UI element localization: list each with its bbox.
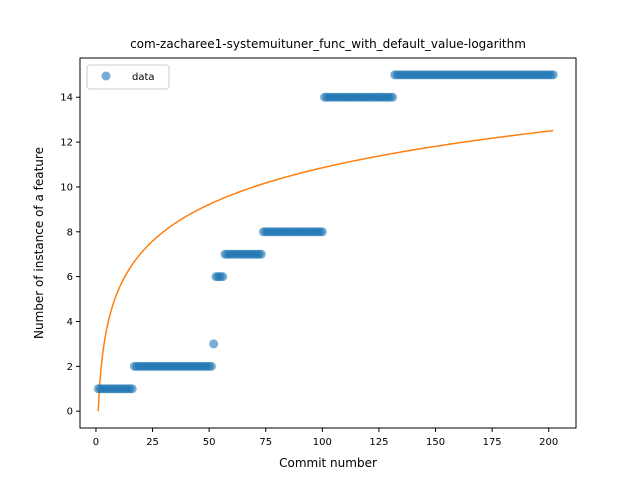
y-tick-label: 6 — [67, 272, 73, 283]
y-axis-title: Number of instance of a feature — [32, 147, 46, 339]
fit-line-layer — [97, 129, 554, 412]
data-point — [218, 272, 228, 282]
y-tick-label: 8 — [67, 227, 73, 238]
plot-frame — [79, 57, 577, 429]
x-tick-label: 100 — [313, 437, 332, 448]
x-axis: 0 25 50 75 100 125 150 175 200 — [93, 428, 558, 448]
legend: data — [86, 64, 170, 90]
plot-area — [93, 70, 558, 412]
x-tick-label: 75 — [259, 437, 272, 448]
data-point — [209, 339, 219, 349]
y-axis: 0 2 4 6 8 10 12 14 — [60, 93, 80, 418]
legend-label-data: data — [132, 72, 155, 83]
y-tick-label: 2 — [67, 362, 73, 373]
data-point — [127, 384, 137, 394]
x-tick-label: 50 — [203, 437, 216, 448]
fit-line — [97, 129, 554, 412]
data-points-layer — [93, 70, 558, 394]
x-tick-label: 125 — [369, 437, 388, 448]
x-tick-label: 175 — [483, 437, 502, 448]
x-tick-label: 200 — [539, 437, 558, 448]
data-point — [548, 70, 558, 80]
x-tick-label: 150 — [426, 437, 445, 448]
y-tick-label: 4 — [67, 317, 73, 328]
x-tick-label: 25 — [146, 437, 159, 448]
x-tick-label: 0 — [93, 437, 99, 448]
data-point — [388, 92, 398, 102]
data-point — [256, 249, 266, 259]
y-tick-label: 12 — [60, 138, 73, 149]
data-point — [317, 227, 327, 237]
y-tick-label: 0 — [67, 407, 73, 418]
y-tick-label: 14 — [60, 93, 73, 104]
legend-marker — [101, 71, 111, 81]
legend-box — [86, 64, 170, 90]
y-tick-label: 10 — [60, 182, 73, 193]
data-point — [206, 361, 216, 371]
chart-title: com-zacharee1-systemuituner_func_with_de… — [130, 37, 526, 51]
x-axis-title: Commit number — [279, 456, 377, 470]
